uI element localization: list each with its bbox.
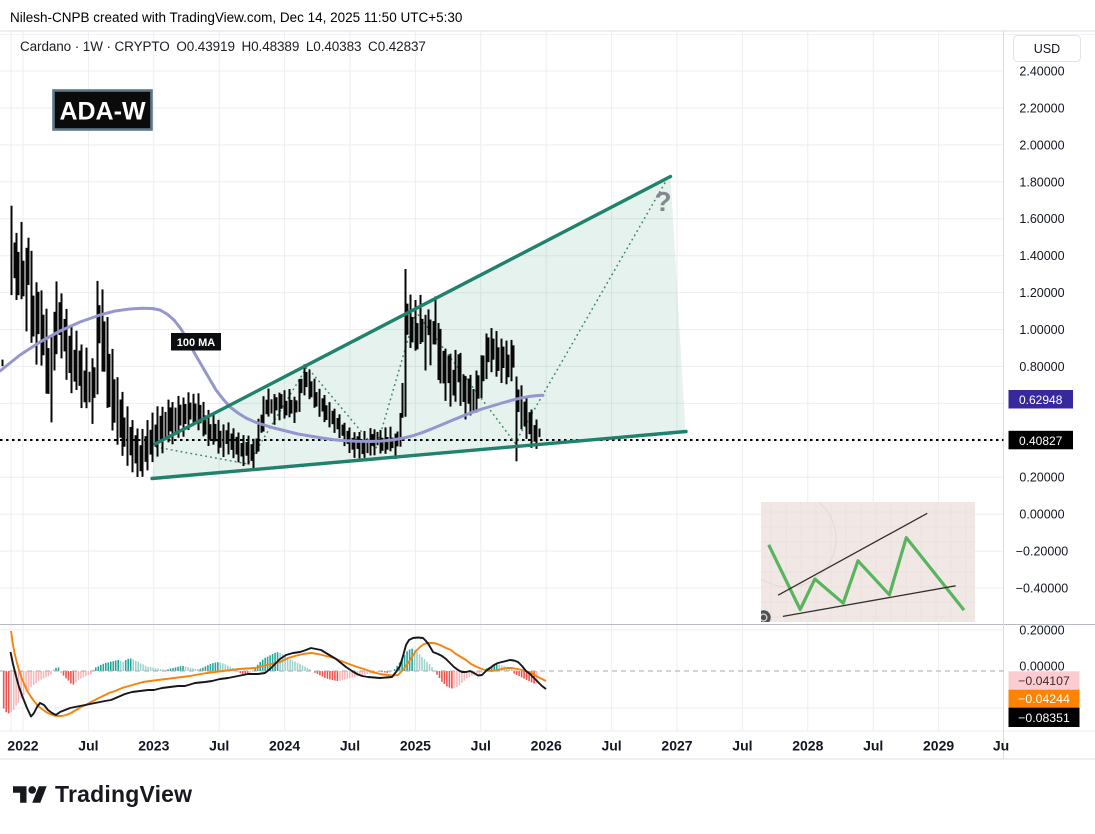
svg-text:0.00000: 0.00000: [1019, 508, 1064, 522]
svg-text:1.60000: 1.60000: [1019, 212, 1064, 226]
svg-text:0.40827: 0.40827: [1019, 434, 1063, 448]
svg-text:2028: 2028: [792, 738, 823, 754]
svg-text:−0.08351: −0.08351: [1018, 711, 1070, 725]
svg-text:Ju: Ju: [993, 738, 1009, 754]
svg-text:2.00000: 2.00000: [1019, 139, 1064, 153]
svg-text:2024: 2024: [269, 738, 300, 754]
svg-text:2.20000: 2.20000: [1019, 102, 1064, 116]
svg-text:2023: 2023: [138, 738, 169, 754]
svg-text:?: ?: [654, 186, 671, 217]
svg-text:−0.04107: −0.04107: [1018, 674, 1070, 688]
svg-text:USD: USD: [1034, 42, 1060, 56]
svg-text:2029: 2029: [923, 738, 954, 754]
svg-text:Jul: Jul: [601, 738, 621, 754]
svg-text:1.00000: 1.00000: [1019, 323, 1064, 337]
svg-text:TradingView: TradingView: [55, 781, 192, 807]
svg-text:Jul: Jul: [732, 738, 752, 754]
svg-text:Nilesh-CNPB created with Tradi: Nilesh-CNPB created with TradingView.com…: [10, 10, 462, 25]
svg-text:1.20000: 1.20000: [1019, 286, 1064, 300]
svg-text:Jul: Jul: [863, 738, 883, 754]
svg-text:2022: 2022: [7, 738, 38, 754]
svg-text:−0.20000: −0.20000: [1016, 545, 1069, 559]
svg-text:100 MA: 100 MA: [177, 337, 216, 349]
svg-text:2025: 2025: [400, 738, 431, 754]
svg-text:0.80000: 0.80000: [1019, 360, 1064, 374]
svg-text:Jul: Jul: [209, 738, 229, 754]
svg-text:Jul: Jul: [340, 738, 360, 754]
svg-text:1.80000: 1.80000: [1019, 176, 1064, 190]
svg-text:0.62948: 0.62948: [1019, 393, 1063, 407]
svg-text:0.00000: 0.00000: [1019, 660, 1064, 674]
svg-text:2027: 2027: [661, 738, 692, 754]
svg-text:0.20000: 0.20000: [1019, 624, 1064, 638]
svg-text:2026: 2026: [531, 738, 562, 754]
svg-text:Jul: Jul: [78, 738, 98, 754]
svg-text:1.40000: 1.40000: [1019, 249, 1064, 263]
svg-text:ADA-W: ADA-W: [59, 98, 145, 126]
svg-text:2.40000: 2.40000: [1019, 65, 1064, 79]
svg-text:0.20000: 0.20000: [1019, 471, 1064, 485]
svg-text:Cardano · 1W · CRYPTO O0.43919: Cardano · 1W · CRYPTO O0.43919 H0.48389 …: [20, 39, 426, 54]
svg-text:−0.04244: −0.04244: [1018, 692, 1070, 706]
svg-text:Jul: Jul: [471, 738, 491, 754]
svg-text:−0.40000: −0.40000: [1016, 582, 1069, 596]
